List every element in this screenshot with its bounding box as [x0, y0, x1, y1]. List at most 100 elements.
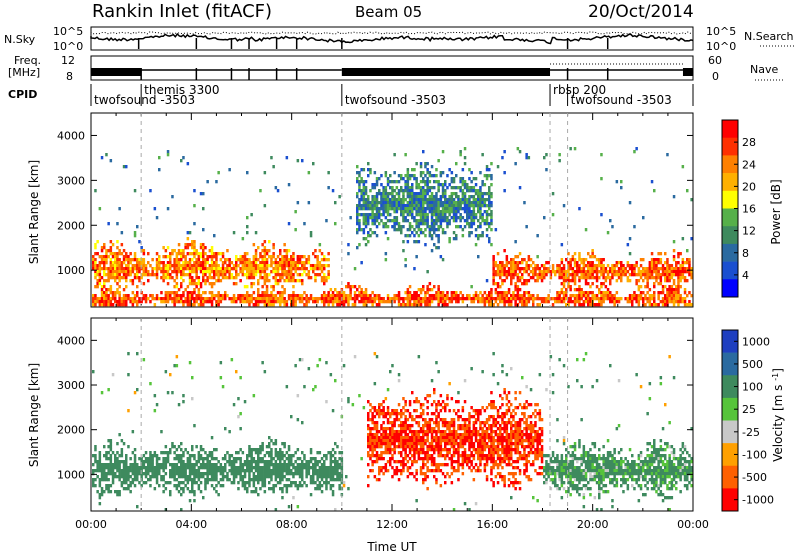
heat-cell [404, 180, 407, 184]
heat-cell [217, 294, 220, 298]
heat-cell [362, 195, 366, 199]
heat-cell [521, 294, 524, 298]
heat-cell [230, 466, 234, 470]
heat-cell [664, 297, 667, 301]
heat-cell [312, 162, 315, 166]
heat-cell [448, 297, 451, 301]
heat-cell [318, 487, 322, 491]
heat-cell [393, 198, 396, 202]
heat-cell [334, 472, 337, 476]
heat-cell [246, 300, 249, 304]
heat-cell [191, 478, 194, 482]
heat-cell [477, 234, 480, 238]
heat-cell [393, 445, 396, 449]
heat-cell [602, 267, 605, 271]
heat-cell [481, 198, 484, 202]
heat-cell [116, 475, 119, 479]
heat-cell [118, 454, 121, 458]
heat-cell [488, 240, 491, 244]
heat-cell [257, 493, 260, 497]
heat-cell [303, 264, 306, 268]
heat-cell [276, 282, 280, 286]
heat-cell [125, 454, 128, 458]
heat-cell [96, 285, 99, 289]
heat-cell [395, 207, 399, 211]
heat-cell [626, 270, 630, 274]
heat-cell [679, 297, 682, 301]
heat-cell [565, 303, 568, 307]
heat-cell [422, 201, 425, 205]
heat-cell [338, 472, 341, 476]
heat-cell [617, 267, 621, 271]
heat-cell [129, 475, 132, 479]
heat-cell [358, 183, 361, 187]
heat-cell [98, 454, 102, 458]
heat-cell [158, 156, 161, 160]
heat-cell [125, 457, 128, 461]
heat-cell [521, 282, 524, 286]
heat-cell [573, 147, 577, 151]
heat-cell [166, 150, 170, 154]
heat-cell [173, 303, 176, 307]
heat-cell [664, 279, 667, 283]
heat-cell [197, 451, 201, 455]
heat-cell [657, 294, 660, 298]
heat-cell [155, 258, 159, 262]
heat-cell [109, 448, 113, 452]
heat-cell [650, 270, 654, 274]
heat-cell [199, 252, 203, 256]
heat-cell [254, 451, 258, 455]
heat-cell [263, 478, 267, 482]
heat-cell [125, 165, 128, 169]
heat-cell [100, 288, 104, 292]
heat-cell [281, 258, 284, 262]
heat-cell [364, 198, 368, 202]
heat-cell [516, 261, 520, 265]
heat-cell [173, 261, 176, 265]
heat-cell [114, 291, 117, 295]
heat-cell [389, 427, 392, 431]
heat-cell [474, 204, 478, 208]
velocity-heatmap-cells [92, 352, 693, 512]
heat-cell [105, 291, 108, 295]
heat-cell [582, 267, 586, 271]
heat-cell [514, 303, 517, 307]
heat-cell [406, 427, 410, 431]
heat-cell [395, 469, 399, 473]
heat-cell [358, 186, 361, 190]
heat-cell [175, 487, 179, 491]
heat-cell [287, 264, 291, 268]
heat-cell [114, 490, 117, 494]
heat-cell [261, 466, 264, 470]
heat-cell [336, 300, 339, 304]
heat-cell [468, 216, 471, 220]
heat-cell [296, 484, 300, 488]
heat-cell [389, 451, 392, 455]
heat-cell [404, 291, 407, 295]
heat-cell [320, 478, 324, 482]
heat-cell [378, 189, 381, 193]
heat-cell [111, 303, 115, 307]
heat-cell [342, 481, 346, 485]
heat-cell [437, 159, 440, 163]
heat-cell [149, 475, 152, 479]
heat-cell [100, 478, 104, 482]
heat-cell [109, 285, 113, 289]
heat-cell [461, 294, 465, 298]
heat-cell [94, 273, 97, 277]
heat-cell [527, 156, 531, 160]
heat-cell [624, 267, 627, 271]
heat-cell [175, 457, 179, 461]
heat-cell [287, 469, 291, 473]
heat-cell [252, 261, 256, 265]
heat-cell [481, 216, 484, 220]
heat-cell [364, 243, 368, 247]
heat-cell [160, 463, 163, 467]
heat-cell [459, 213, 462, 217]
heat-cell [683, 303, 687, 307]
heat-cell [202, 273, 205, 277]
heat-cell [609, 282, 612, 286]
heat-cell [356, 222, 359, 226]
heat-cell [587, 270, 590, 274]
heat-cell [259, 469, 262, 473]
